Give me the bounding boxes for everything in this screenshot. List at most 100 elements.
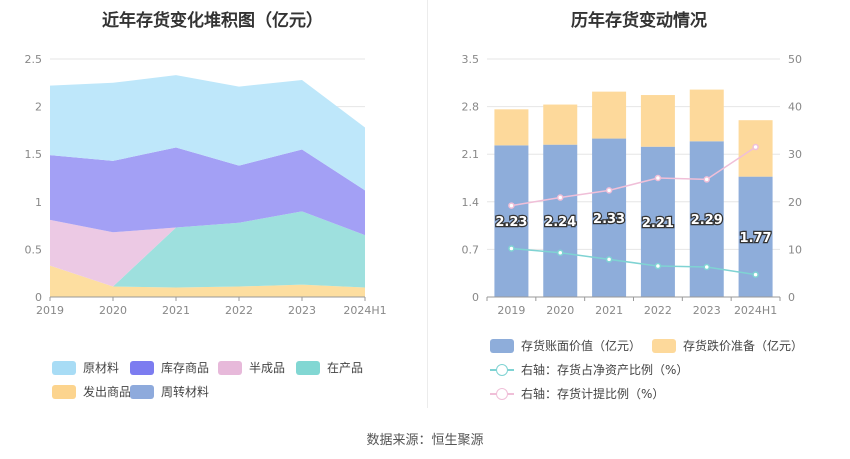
legend-label: 发出商品 <box>83 385 132 399</box>
legend-label: 半成品 <box>249 361 286 375</box>
bar-2019 <box>494 145 529 297</box>
x-tick-label: 2020 <box>99 304 127 317</box>
y-tick-label: 1 <box>35 196 42 209</box>
legend-swatch <box>52 384 76 399</box>
y2-tick-label: 20 <box>788 196 802 209</box>
legend-item[interactable]: 右轴：存货计提比例（%） <box>490 385 664 402</box>
bar-2021 <box>592 91 627 139</box>
legend-label: 右轴：存货占净资产比例（%） <box>521 363 689 377</box>
y-tick-label: 3.5 <box>462 53 480 66</box>
legend-label: 右轴：存货计提比例（%） <box>521 387 665 401</box>
x-tick-label: 2019 <box>36 304 64 317</box>
line-point <box>605 187 613 194</box>
legend-swatch <box>296 360 320 375</box>
bar-2020 <box>543 144 578 297</box>
legend-item[interactable]: 发出商品 <box>52 383 131 400</box>
y-tick-label: 0 <box>35 291 42 304</box>
legend-swatch <box>490 338 514 353</box>
legend-label: 在产品 <box>327 361 364 375</box>
line-point <box>508 202 515 209</box>
legend-swatch <box>130 384 154 399</box>
legend-item[interactable]: 存货账面价值（亿元） <box>490 337 641 354</box>
line-point <box>557 194 564 201</box>
line-point <box>752 271 759 278</box>
bar-value-label: 2.21 <box>642 216 674 231</box>
legend-label: 库存商品 <box>161 361 210 375</box>
line-series <box>511 146 756 207</box>
y2-tick-label: 40 <box>788 101 802 114</box>
area-在产品 <box>50 211 365 288</box>
legend-item[interactable]: 库存商品 <box>130 359 209 376</box>
line-point <box>703 176 710 183</box>
left-chart-title: 近年存货变化堆积图（亿元） <box>102 11 323 31</box>
legend-item[interactable]: 原材料 <box>52 359 119 376</box>
x-tick-label: 2024H1 <box>343 304 386 317</box>
x-tick-label: 2023 <box>693 304 721 317</box>
x-tick-label: 2020 <box>546 304 574 317</box>
y-tick-label: 2.8 <box>462 101 480 114</box>
area-原材料 <box>50 75 365 191</box>
line-point <box>605 256 613 263</box>
bar-2023 <box>689 141 724 297</box>
area-库存商品 <box>50 147 365 236</box>
bar-2022 <box>640 95 675 147</box>
area-发出商品 <box>50 265 365 297</box>
y2-tick-label: 30 <box>788 148 802 161</box>
area-半成品 <box>50 211 365 287</box>
y-tick-label: 1.4 <box>462 196 480 209</box>
legend-swatch <box>490 363 514 377</box>
y-tick-label: 0 <box>472 291 479 304</box>
legend-swatch <box>130 360 154 375</box>
line-series <box>511 247 756 276</box>
y-tick-label: 0.5 <box>25 243 43 256</box>
line-point <box>654 262 662 270</box>
bar-2019 <box>494 109 529 146</box>
legend-item[interactable]: 周转材料 <box>130 383 209 400</box>
legend-item[interactable]: 存货跌价准备（亿元） <box>652 337 803 354</box>
y-tick-label: 2.1 <box>462 148 480 161</box>
x-tick-label: 2021 <box>162 304 190 317</box>
inventory-bar-line-chart: 0 0.7 1.4 2.1 2.8 3.5 0 10 20 30 40 50 2.23 2.24 2.33 2… <box>462 53 803 317</box>
legend-item[interactable]: 右轴：存货占净资产比例（%） <box>490 361 688 378</box>
data-source-note: 数据来源：恒生聚源 <box>366 433 484 448</box>
bar-value-label: 2.24 <box>544 215 576 230</box>
line-point <box>703 263 710 271</box>
legend-swatch <box>652 338 676 353</box>
x-tick-label: 2021 <box>595 304 623 317</box>
bar-value-label: 2.33 <box>593 212 625 227</box>
stacked-area-chart: 0 0.5 1 1.5 2 2.5 2019 2020 2021 2022 2023 2024H1 <box>25 53 387 317</box>
bar-value-label: 2.29 <box>691 213 723 228</box>
x-tick-label: 2023 <box>288 304 316 317</box>
legend-label: 周转材料 <box>161 385 210 399</box>
bar-2022 <box>640 146 675 297</box>
y-tick-label: 2 <box>35 101 42 114</box>
legend-item[interactable]: 半成品 <box>218 359 285 376</box>
x-tick-label: 2019 <box>497 304 525 317</box>
x-tick-label: 2022 <box>644 304 672 317</box>
y2-tick-label: 10 <box>788 243 802 256</box>
x-tick-label: 2022 <box>225 304 253 317</box>
legend-item[interactable]: 在产品 <box>296 359 363 376</box>
right-chart-title: 历年存货变动情况 <box>571 11 707 31</box>
legend-swatch <box>218 360 242 375</box>
line-point <box>752 143 759 151</box>
line-point <box>508 245 515 252</box>
bar-value-label: 1.77 <box>740 231 772 246</box>
bar-value-label: 2.23 <box>495 215 527 230</box>
legend-swatch <box>490 387 514 401</box>
legend-label: 原材料 <box>83 361 120 375</box>
y2-tick-label: 50 <box>788 53 802 66</box>
line-point <box>557 249 564 256</box>
y2-tick-label: 0 <box>788 291 795 304</box>
legend-swatch <box>52 360 76 375</box>
legend-label: 存货账面价值（亿元） <box>521 339 642 353</box>
y-tick-label: 0.7 <box>462 243 480 256</box>
bar-2023 <box>689 89 724 142</box>
y-tick-label: 1.5 <box>25 148 43 161</box>
bar-2021 <box>592 138 627 297</box>
line-point <box>654 174 662 182</box>
legend-label: 存货跌价准备（亿元） <box>683 339 804 353</box>
y-tick-label: 2.5 <box>25 53 43 66</box>
bar-2020 <box>543 104 578 145</box>
x-tick-label: 2024H1 <box>734 304 777 317</box>
